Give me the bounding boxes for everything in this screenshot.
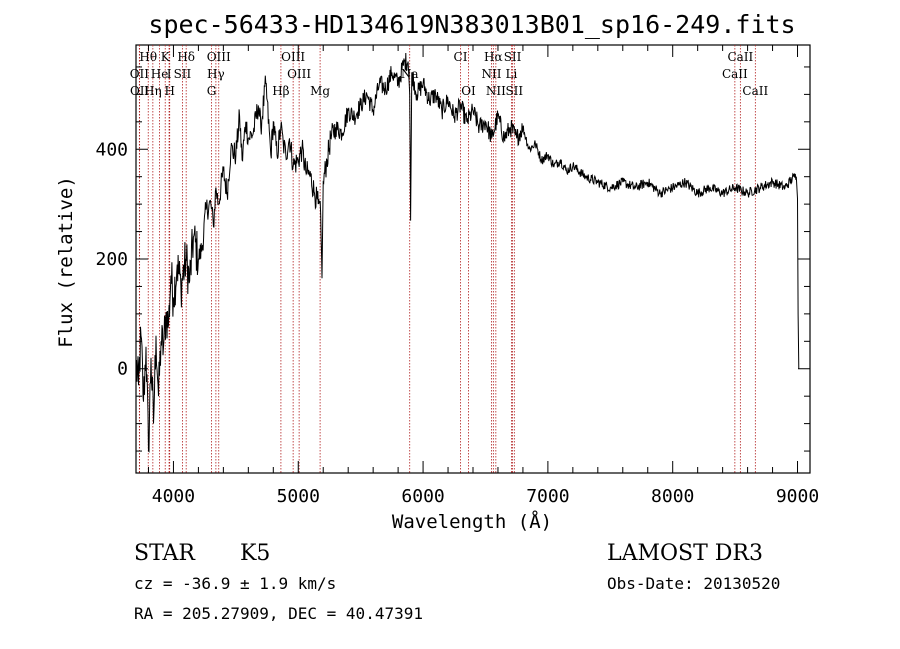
survey-name: LAMOST DR3 [607,541,763,566]
spectral-line-label: Hδ [177,50,195,64]
x-tick-label: 7000 [526,486,569,507]
chart-title: spec-56433-HD134619N383013B01_sp16-249.f… [148,10,795,39]
spectral-line-markers [138,45,756,473]
spectral-line-label: Hβ [272,84,289,98]
spectral-line-label: OII [130,67,150,81]
y-axis-ticks: 0 200 400 [95,66,810,452]
ra-dec-coordinates: RA = 205.27909, DEC = 40.47391 [134,604,423,623]
spectral-line-label: SII [174,67,192,81]
x-tick-label: 4000 [152,486,195,507]
object-class: STAR [134,541,196,566]
spectral-line-label: Hγ [207,67,225,81]
x-tick-label: 9000 [776,486,819,507]
observation-date: Obs-Date: 20130520 [607,574,780,593]
spectral-line-label: NII [481,67,501,81]
x-axis-label: Wavelength (Å) [392,510,552,533]
spectral-line-label: Hη [144,84,162,98]
object-subclass: K5 [240,541,270,566]
spectral-line-label: K [161,50,171,64]
spectral-line-label: OI [461,84,476,98]
spectral-line-label: CaII [727,50,753,64]
redshift-cz: cz = -36.9 ± 1.9 km/s [134,574,336,593]
spectral-line-label: OIII [207,50,231,64]
spectral-line-label: He [151,67,169,81]
x-tick-label: 6000 [401,486,444,507]
spectral-line-label: Mg [310,84,330,98]
spectral-line-label: Na [401,67,419,81]
y-tick-label: 200 [95,249,128,270]
spectral-line-label: G [207,84,217,98]
spectral-line-label: Hα [484,50,503,64]
x-axis-ticks: 4000 5000 6000 7000 8000 9000 [147,45,819,507]
x-tick-label: 8000 [651,486,694,507]
spectral-line-label: OIII [281,50,305,64]
spectral-line-label: CI [454,50,468,64]
spectrum-series-line [135,52,800,453]
spectral-line-label: Li [506,67,518,81]
y-tick-label: 0 [117,359,128,380]
spectral-line-label: SII [505,84,523,98]
spectral-line-label: H [164,84,174,98]
y-tick-label: 400 [95,139,128,160]
spectral-line-label: I [167,67,172,81]
spectral-line-label: OII [130,84,150,98]
spectral-line-label: CaII [722,67,748,81]
x-tick-label: 5000 [277,486,320,507]
spectral-line-label: SII [504,50,522,64]
spectral-line-label: CaII [742,84,768,98]
spectral-line-label: Hθ [139,50,157,64]
spectral-line-label: NII [486,84,506,98]
y-axis-label: Flux (relative) [55,176,77,348]
spectral-line-label: OIII [287,67,311,81]
plot-frame [135,44,811,474]
